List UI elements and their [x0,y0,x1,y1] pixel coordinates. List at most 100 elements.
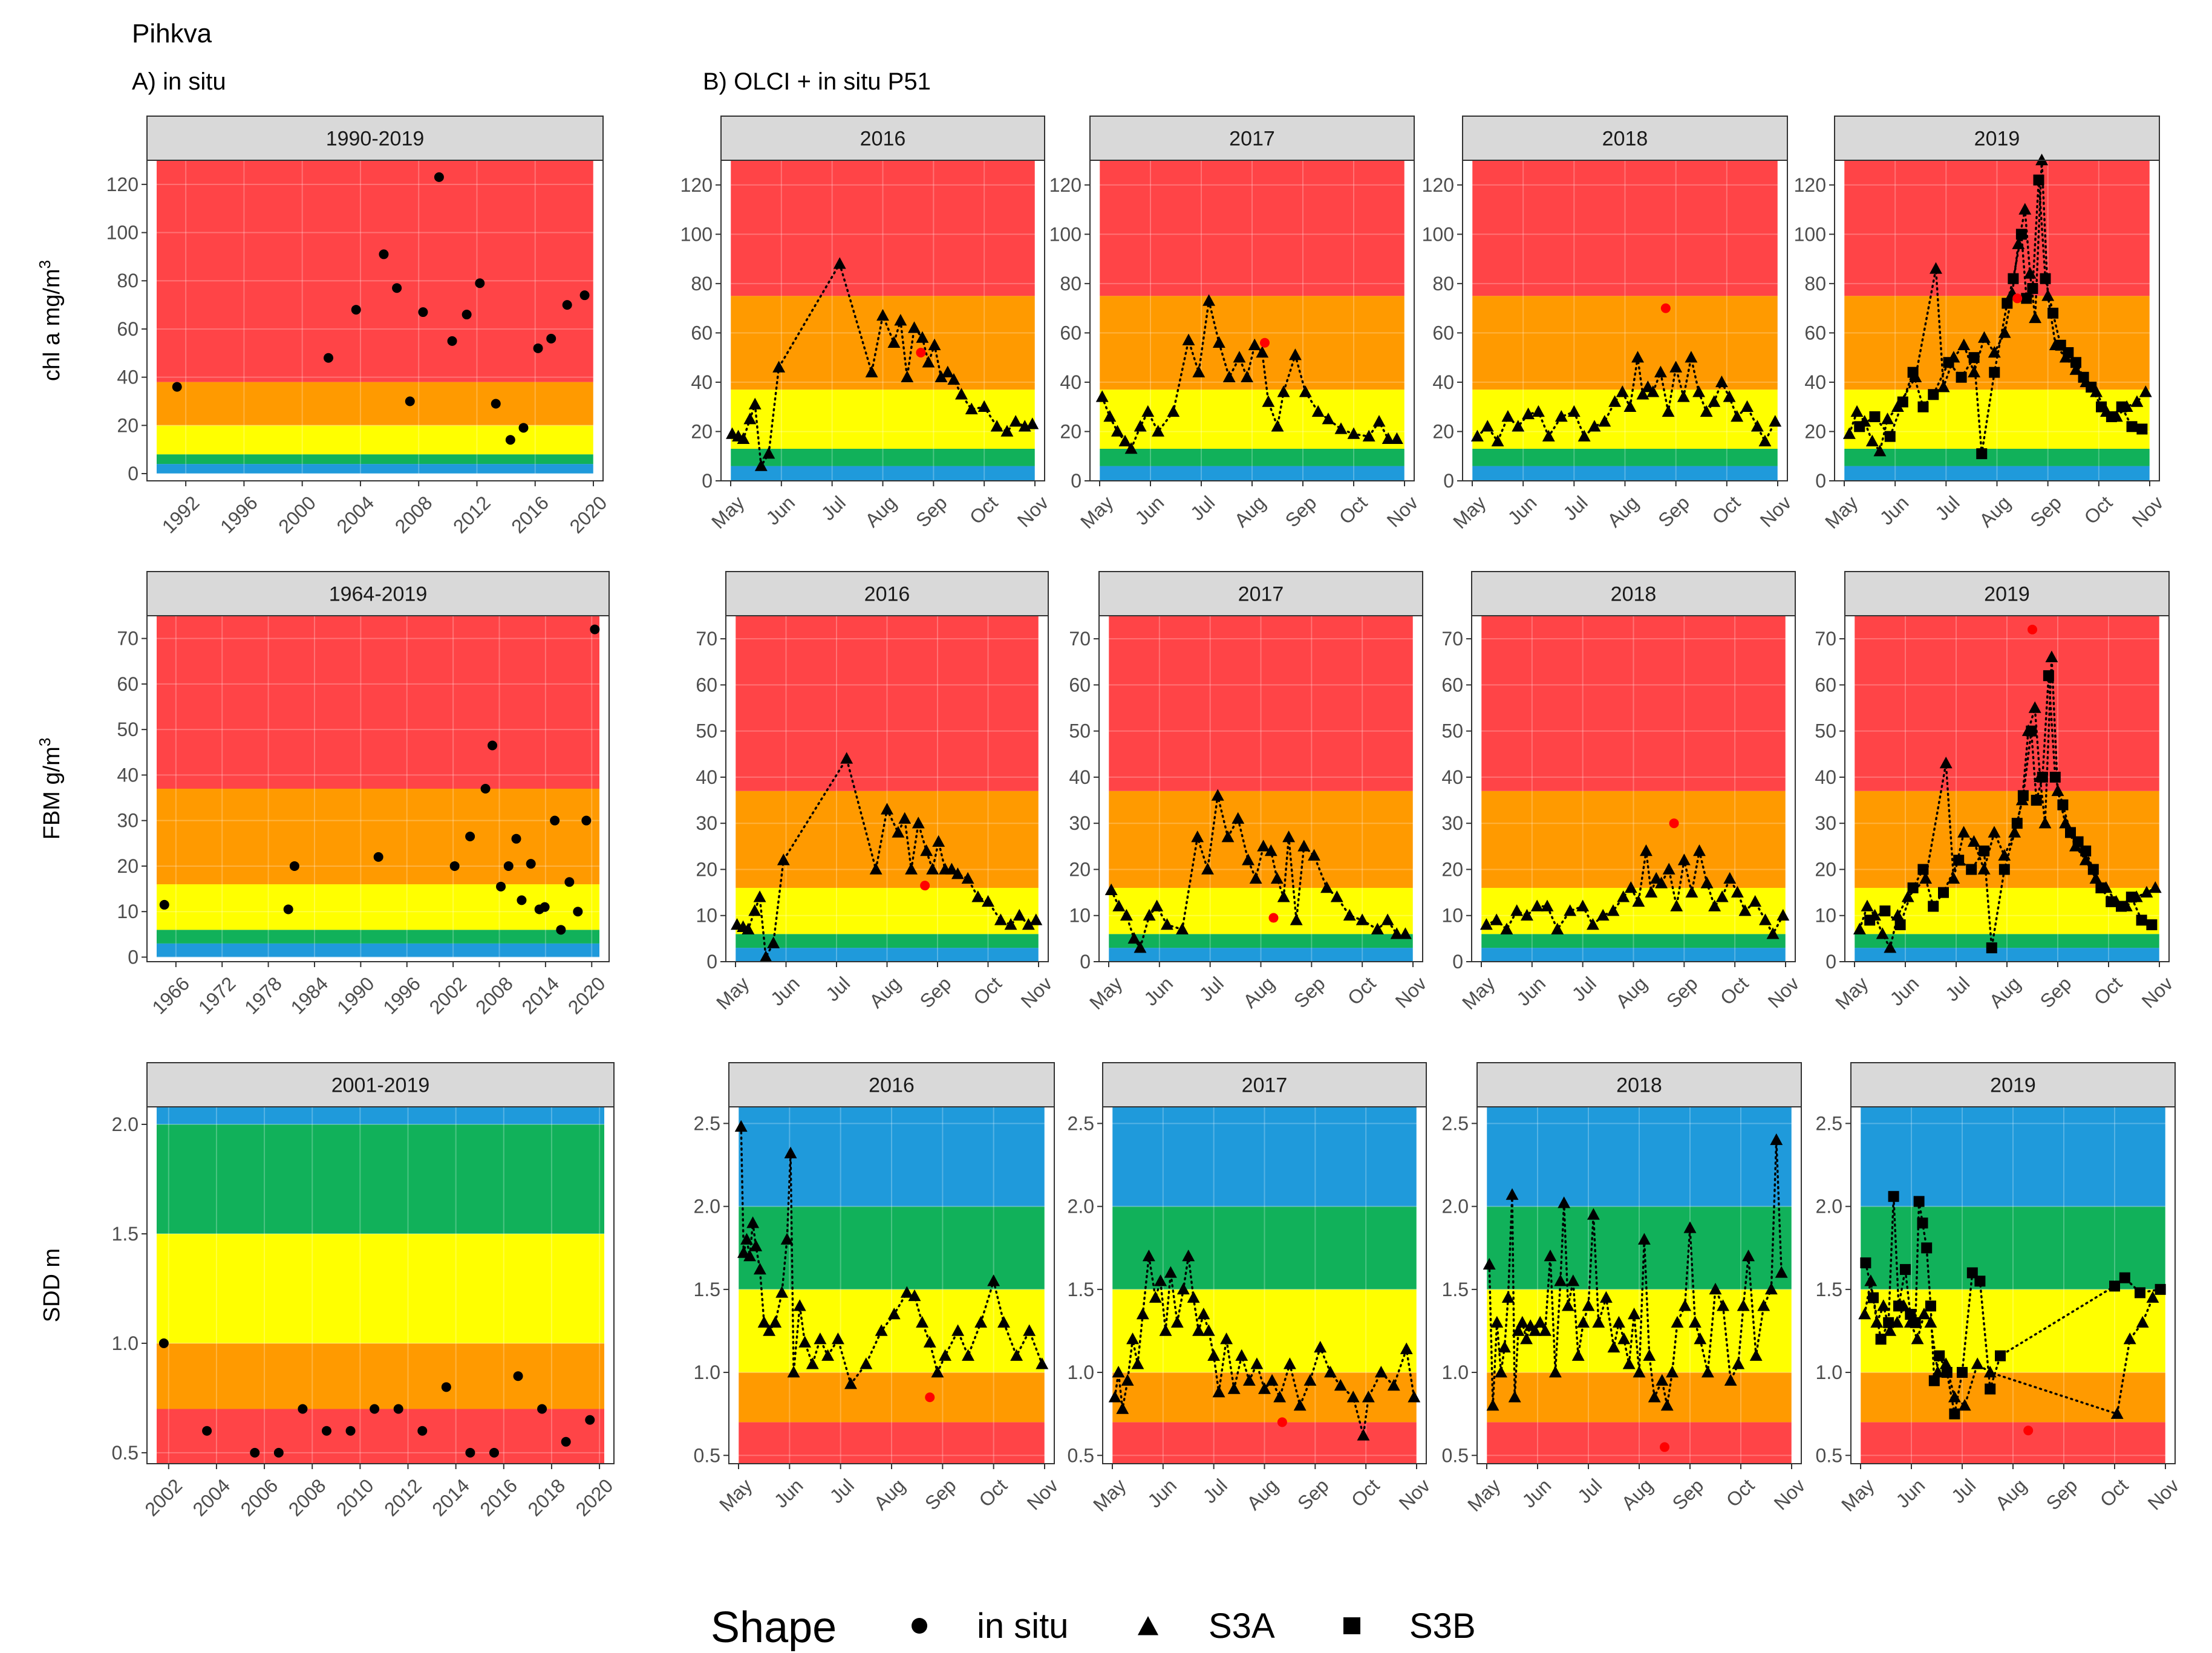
x-tick-label: Oct [2080,492,2117,529]
point-s3a [875,1324,888,1336]
y-tick-label: 120 [1794,174,1826,196]
point-s3b [2011,818,2023,829]
point-s3a [1356,913,1369,925]
x-tick-label: Jun [1512,973,1550,1010]
point-s3a [1512,1324,1525,1336]
x-tick-label: Jun [1140,973,1177,1010]
point-s3a [869,862,883,875]
point-s3a [742,922,755,934]
y-tick-label: 70 [1441,628,1463,650]
band-green [157,930,599,944]
x-tick-label: Sep [912,492,951,532]
x-tick-label: Jul [1568,973,1600,1005]
y-tick-label: 1.0 [1442,1361,1469,1383]
x-tick-label: 2012 [380,1475,426,1521]
x-tick-label: Aug [1242,1475,1282,1514]
point-insitu [496,881,506,892]
point-s3a [1876,927,1889,939]
point-s3a [1948,1391,1961,1403]
point-insitu [405,396,415,406]
point-s3a [1334,422,1348,434]
point-s3a [1501,410,1515,422]
point-s3a [974,1316,988,1328]
legend-s3b-icon [1343,1617,1360,1634]
y-tick-label: 2.5 [1068,1112,1094,1134]
y-tick-label: 60 [1804,322,1826,344]
y-tick-label: 40 [1432,371,1454,393]
point-s3a [1607,904,1620,916]
point-s3b [2049,771,2061,783]
point-s3b [1860,1257,1871,1268]
point-s3a [1988,346,2001,358]
x-tick-label: Jun [1885,973,1923,1010]
point-s3a [748,904,762,916]
point-s3a [1491,434,1504,447]
point-insitu [2028,624,2037,634]
point-s3a [1723,390,1736,402]
point-s3a [1764,1282,1778,1295]
point-s3b [1957,1367,1968,1378]
x-tick-label: Jul [1186,492,1219,524]
point-s3a [1264,844,1277,856]
point-s3a [1116,1402,1129,1414]
point-s3a [1290,913,1303,925]
point-s3a [1884,941,1897,953]
point-s3a [1701,1366,1714,1378]
point-s3a [1977,862,1991,875]
point-s3a [1577,1316,1590,1328]
point-insitu [511,833,521,844]
point-s3a [965,402,978,415]
point-s3a [1170,1316,1184,1328]
point-insitu [513,1371,523,1381]
point-s3a [1500,922,1513,934]
series-line-S3B [1864,1196,2162,1415]
point-s3a [1142,1249,1155,1262]
point-s3a [840,752,853,764]
point-s3a [1220,1332,1233,1345]
band-orange [1472,296,1778,390]
point-insitu [417,1426,428,1436]
point-s3a [1486,1398,1499,1411]
x-tick-label: Sep [1662,973,1702,1012]
point-s3a [1293,1398,1307,1411]
point-insitu [289,861,299,871]
point-s3b [2135,1287,2145,1299]
y-tick-label: 50 [117,719,139,740]
point-s3a [1532,405,1545,417]
x-tick-label: 2012 [449,492,495,538]
point-s3a [1480,918,1493,930]
strip-box [146,116,604,161]
y-tick-label: 40 [691,371,713,393]
series-line-S3A [1110,795,1407,951]
point-s3a [1865,434,1879,447]
point-s3a [1141,405,1155,417]
point-s3a [1723,872,1737,884]
band-red [157,1409,604,1464]
point-s3a [908,321,921,333]
x-tick-label: Aug [1617,1475,1657,1514]
point-s3a [1242,853,1254,866]
band-blue [1100,466,1405,481]
band-blue [1112,1107,1417,1207]
point-s3b [2106,896,2117,907]
y-tick-label: 60 [1441,674,1463,696]
point-s3a [740,1233,753,1245]
x-tick-label: 2010 [332,1475,378,1521]
point-s3a [2059,817,2072,829]
y-tick-label: 10 [1069,905,1091,927]
point-s3a [1988,826,2001,838]
point-s3b [1986,942,1997,954]
x-tick-label: Aug [1239,973,1279,1012]
x-tick-label: Sep [2042,1475,2082,1514]
strip-box [1834,116,2160,161]
x-tick-label: Nov [1395,1475,1435,1514]
x-tick-label: Sep [2026,492,2066,532]
point-s3a [1257,840,1270,852]
point-s3a [1314,1340,1327,1353]
point-s3a [787,1366,800,1378]
point-s3a [1891,1316,1904,1328]
point-s3a [1564,904,1577,916]
point-s3a [1343,908,1356,921]
x-tick-label: Jun [1518,1475,1555,1512]
x-tick-label: Aug [870,1475,910,1514]
